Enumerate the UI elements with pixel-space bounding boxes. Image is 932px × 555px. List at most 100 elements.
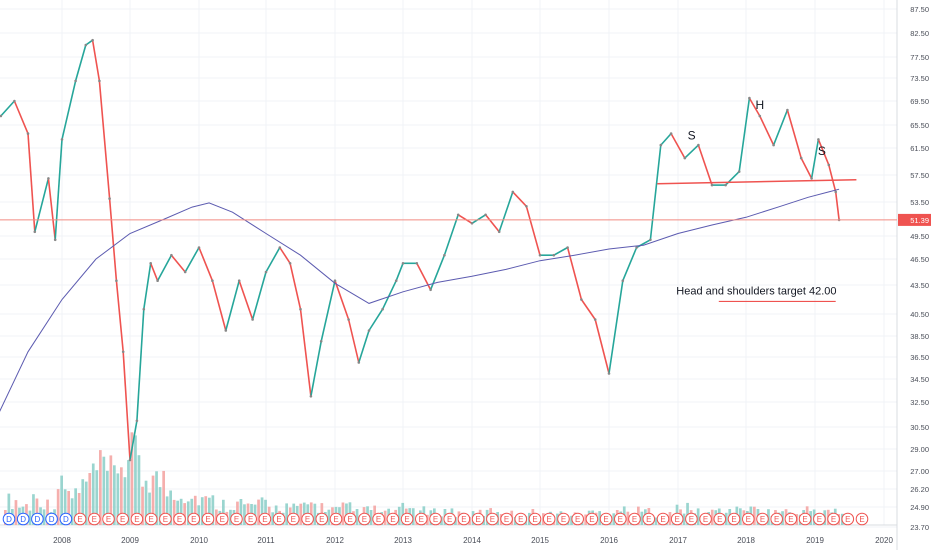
price-point <box>197 246 201 249</box>
event-marker-label: D <box>49 515 55 524</box>
y-tick-label: 46.50 <box>910 255 929 264</box>
price-point <box>347 318 350 321</box>
x-axis: 2008 2009 2010 2011 2012 2013 2014 2015 2016 2017… <box>53 536 893 545</box>
volume-bar <box>369 510 373 525</box>
price-segment <box>74 44 87 82</box>
earnings-marker <box>372 512 385 526</box>
trend-lines <box>0 178 897 303</box>
event-marker-label: E <box>362 515 367 524</box>
earnings-marker <box>415 512 428 526</box>
event-marker-label: E <box>305 515 310 524</box>
event-marker-label: E <box>376 515 381 524</box>
volume-bar <box>165 496 169 525</box>
volume-bar <box>208 497 211 525</box>
event-marker-label: E <box>348 515 353 524</box>
event-marker-label: E <box>262 515 267 524</box>
earnings-marker <box>585 512 599 526</box>
volume-bar <box>113 465 116 525</box>
price-segment <box>608 280 624 374</box>
volume-bar <box>46 499 49 525</box>
volume-bar <box>141 486 144 525</box>
price-point <box>697 143 700 147</box>
price-segment <box>251 271 267 320</box>
price-point <box>319 340 323 343</box>
earnings-marker <box>73 512 87 526</box>
volume-bar <box>190 498 194 525</box>
price-point <box>91 38 94 42</box>
price-segment <box>0 100 15 117</box>
volume-bar <box>74 488 77 525</box>
price-segment <box>27 133 36 232</box>
price-point <box>456 213 460 217</box>
volume-bar <box>239 499 243 525</box>
event-marker-label: E <box>390 515 395 524</box>
volume-bar <box>88 473 92 525</box>
y-tick-label: 38.50 <box>910 332 929 341</box>
earnings-marker <box>656 512 670 526</box>
price-segment <box>660 133 672 146</box>
price-point <box>299 307 302 311</box>
price-point <box>98 79 101 83</box>
event-marker-label: E <box>134 515 139 524</box>
y-axis: 87.50 82.50 77.50 73.50 69.50 65.50 61.50 57.50… <box>898 5 931 532</box>
price-point <box>669 132 673 135</box>
price-point <box>470 222 474 225</box>
event-marker-label: E <box>845 515 850 524</box>
event-marker-label: E <box>163 515 168 524</box>
event-marker-label: E <box>120 515 125 524</box>
volume-bar <box>285 503 288 525</box>
price-point <box>237 279 241 283</box>
earnings-marker <box>770 512 784 526</box>
volume-bar <box>309 502 313 525</box>
volume-bar <box>95 470 99 525</box>
price-point <box>357 361 361 364</box>
price-segment <box>85 39 94 46</box>
price-point <box>607 372 611 375</box>
earnings-marker <box>486 512 499 526</box>
price-point <box>484 213 487 217</box>
earnings-marker <box>500 512 513 526</box>
volume-bar <box>654 517 658 525</box>
y-tick-label: 57.50 <box>910 171 929 180</box>
price-point <box>170 253 173 257</box>
price-segment <box>738 97 751 172</box>
volume-bar <box>211 495 215 525</box>
event-marker-label: E <box>532 515 537 524</box>
volume-bar <box>200 497 204 525</box>
current-price-badge <box>898 213 931 226</box>
earnings-marker <box>102 512 115 526</box>
earnings-marker <box>642 512 656 526</box>
event-marker-label: E <box>419 515 424 524</box>
price-segment <box>211 280 227 331</box>
y-tick-label: 24.90 <box>910 503 929 512</box>
price-segment <box>834 191 840 220</box>
volume-bar <box>35 498 39 525</box>
price-point <box>758 114 762 118</box>
price-segment <box>136 309 145 421</box>
earnings-marker <box>685 512 698 526</box>
price-point <box>511 190 515 194</box>
event-marker-label: D <box>35 515 41 524</box>
y-tick-label: 53.50 <box>910 198 929 207</box>
y-tick-label: 29.00 <box>910 445 929 454</box>
volume-bar <box>257 499 260 525</box>
event-marker-label: E <box>447 515 452 524</box>
earnings-marker <box>784 512 798 526</box>
earnings-marker <box>244 512 257 526</box>
earnings-marker <box>386 512 400 526</box>
price-point <box>748 96 751 100</box>
event-marker-label: E <box>802 515 807 524</box>
price-segment <box>471 214 487 224</box>
x-tick-label: 2009 <box>121 536 139 545</box>
earnings-marker <box>443 512 457 526</box>
price-point <box>135 419 139 423</box>
price-point <box>621 279 625 283</box>
volume-bar <box>148 492 151 525</box>
price-point <box>53 238 57 242</box>
volume-bar <box>155 471 158 525</box>
volume-bar <box>696 508 700 525</box>
grid-lines <box>0 0 898 550</box>
price-point <box>0 114 3 118</box>
earnings-marker <box>742 512 755 526</box>
